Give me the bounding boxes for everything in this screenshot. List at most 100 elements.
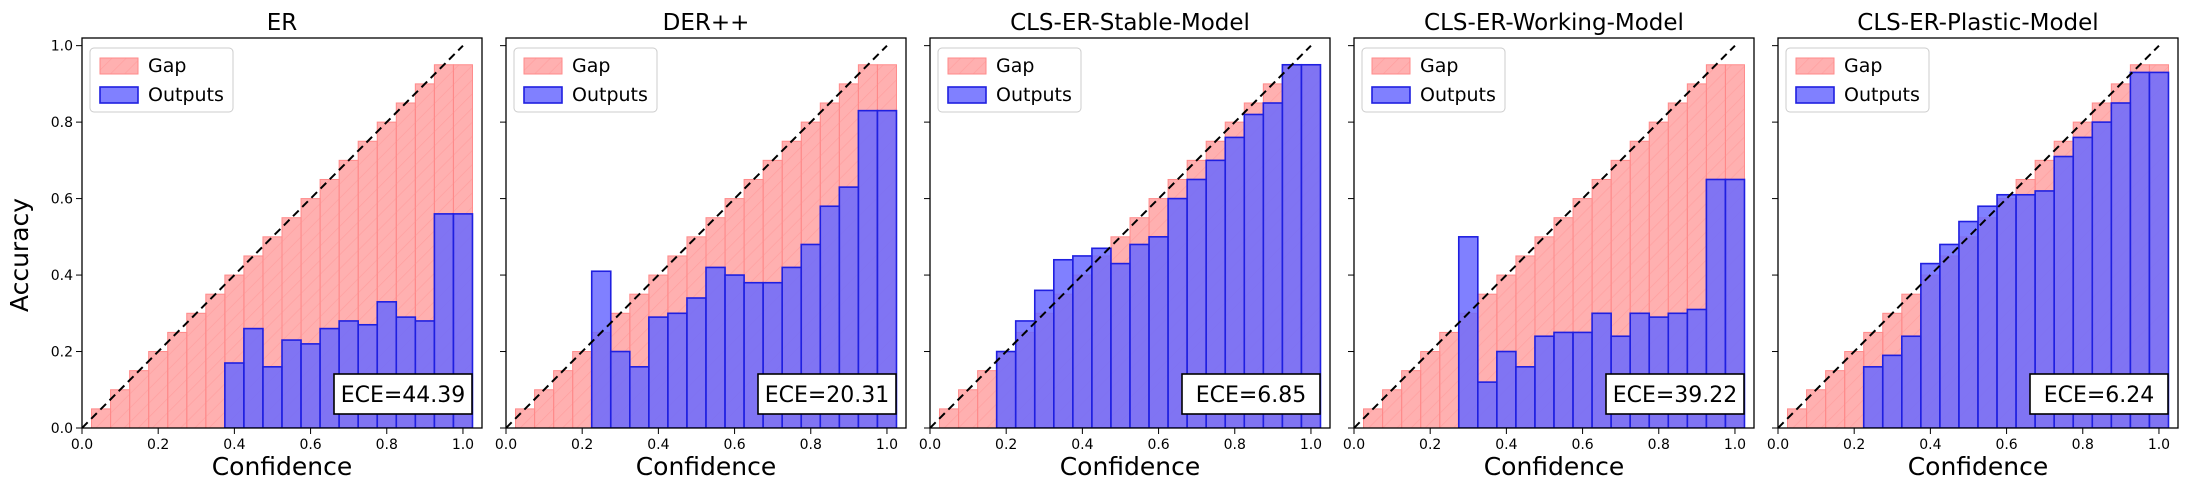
x-tick-label: 1.0 bbox=[1300, 437, 1322, 453]
gap-bar-hatch bbox=[515, 408, 536, 428]
ece-label: ECE=6.85 bbox=[1196, 383, 1307, 408]
gap-bar-hatch bbox=[1439, 331, 1460, 428]
outputs-bar bbox=[1724, 178, 1746, 428]
x-tick-label: 0.6 bbox=[1995, 437, 2017, 453]
perfect-calibration-line bbox=[506, 44, 888, 428]
x-tick-label: 1.0 bbox=[2148, 437, 2170, 453]
perfect-calibration-line bbox=[82, 44, 464, 428]
x-axis-label: Confidence bbox=[636, 452, 777, 481]
outputs-bar bbox=[1091, 247, 1112, 428]
x-tick-label: 0.0 bbox=[919, 437, 941, 453]
x-tick-label: 0.4 bbox=[223, 437, 245, 453]
x-tick-label: 0.8 bbox=[376, 437, 398, 453]
outputs-bar bbox=[1958, 220, 1979, 428]
x-tick-label: 0.4 bbox=[1071, 437, 1093, 453]
legend-label-outputs: Outputs bbox=[572, 84, 648, 106]
ece-box bbox=[333, 373, 473, 415]
outputs-bar bbox=[1920, 262, 1941, 428]
x-axis-label: Confidence bbox=[1484, 452, 1625, 481]
legend-swatch-gap-hatch bbox=[99, 57, 139, 75]
gap-bar-hatch bbox=[205, 293, 226, 428]
plot-area bbox=[1778, 44, 2170, 428]
chart-title: CLS-ER-Plastic-Model bbox=[1857, 10, 2098, 36]
x-tick-label: 0.8 bbox=[1648, 437, 1670, 453]
x-tick-label: 0.8 bbox=[2072, 437, 2094, 453]
gap-bar-hatch bbox=[572, 351, 593, 428]
ece-label: ECE=6.24 bbox=[2044, 383, 2155, 408]
x-tick-label: 0.2 bbox=[147, 437, 169, 453]
ece-box bbox=[1181, 373, 1321, 415]
legend-label-gap: Gap bbox=[1420, 55, 1458, 77]
x-tick-label: 1.0 bbox=[876, 437, 898, 453]
outputs-bar bbox=[1496, 350, 1517, 428]
legend-label-gap: Gap bbox=[1844, 55, 1882, 77]
legend-swatch-outputs bbox=[947, 86, 987, 104]
legend-swatch-outputs bbox=[99, 86, 139, 104]
chart-title: CLS-ER-Stable-Model bbox=[1010, 10, 1250, 36]
y-tick-label: 0.4 bbox=[51, 268, 73, 284]
legend-label-gap: Gap bbox=[996, 55, 1034, 77]
outputs-bar bbox=[1515, 366, 1536, 428]
legend-label-gap: Gap bbox=[148, 55, 186, 77]
y-tick-label: 0.0 bbox=[51, 421, 73, 437]
gap-bar-hatch bbox=[129, 370, 150, 428]
chart-panel-1: ER 0.0 0.2 0.4 0.6 0.8 1.0 0.0 0.2 0.4 0.6 0.8 1.0 Co… bbox=[51, 10, 483, 481]
chart-panel-5: CLS-ER-Plastic-Model 0.0 0.2 0.4 0.6 0.8 1.0 Co… bbox=[1767, 10, 2179, 481]
legend-label-gap: Gap bbox=[572, 55, 610, 77]
x-tick-label: 0.6 bbox=[723, 437, 745, 453]
x-tick-label: 0.0 bbox=[71, 437, 93, 453]
ece-box bbox=[2029, 373, 2169, 415]
gap-bar-hatch bbox=[186, 312, 207, 428]
gap-bar-hatch bbox=[1787, 408, 1808, 428]
outputs-bar bbox=[1553, 331, 1574, 428]
legend-swatch-gap-hatch bbox=[523, 57, 563, 75]
x-axis-label: Confidence bbox=[212, 452, 353, 481]
outputs-bar bbox=[1072, 255, 1093, 428]
gap-bar-hatch bbox=[553, 370, 574, 428]
x-tick-label: 0.4 bbox=[647, 437, 669, 453]
gap-bar-hatch bbox=[1363, 408, 1384, 428]
outputs-bar bbox=[590, 270, 612, 428]
x-tick-label: 0.0 bbox=[1343, 437, 1365, 453]
outputs-bar bbox=[281, 339, 302, 428]
y-tick-label: 0.2 bbox=[51, 345, 73, 361]
axes-frame bbox=[505, 37, 907, 429]
legend-label-outputs: Outputs bbox=[1844, 84, 1920, 106]
outputs-bar bbox=[300, 343, 321, 428]
outputs-bar bbox=[1110, 262, 1131, 428]
x-tick-label: 0.4 bbox=[1919, 437, 1941, 453]
gap-bar-hatch bbox=[148, 351, 169, 428]
x-tick-label: 0.6 bbox=[1147, 437, 1169, 453]
ece-label: ECE=20.31 bbox=[765, 383, 890, 408]
axes-frame bbox=[929, 37, 1331, 429]
outputs-bar bbox=[609, 350, 631, 428]
perfect-calibration-line bbox=[1778, 44, 2160, 428]
outputs-bar bbox=[1881, 354, 1903, 428]
legend-swatch-outputs bbox=[1371, 86, 1411, 104]
ece-label: ECE=44.39 bbox=[341, 383, 466, 408]
outputs-bar bbox=[1996, 193, 2017, 428]
perfect-calibration-line bbox=[930, 44, 1312, 428]
outputs-bar bbox=[705, 266, 726, 428]
x-tick-label: 0.0 bbox=[1767, 437, 1789, 453]
outputs-bar bbox=[262, 366, 283, 428]
x-tick-label: 0.0 bbox=[495, 437, 517, 453]
x-tick-label: 0.6 bbox=[299, 437, 321, 453]
x-tick-label: 0.2 bbox=[571, 437, 593, 453]
gap-bar-hatch bbox=[1401, 370, 1422, 428]
x-tick-label: 0.6 bbox=[1571, 437, 1593, 453]
legend-swatch-outputs bbox=[1795, 86, 1835, 104]
y-tick-label: 1.0 bbox=[51, 39, 73, 55]
x-axis-label: Confidence bbox=[1908, 452, 2049, 481]
outputs-bar bbox=[1148, 236, 1169, 428]
gap-bar-hatch bbox=[939, 408, 960, 428]
ece-box bbox=[1605, 373, 1745, 415]
x-tick-label: 0.8 bbox=[1224, 437, 1246, 453]
legend-swatch-gap-hatch bbox=[1371, 57, 1411, 75]
outputs-bar bbox=[1033, 289, 1055, 428]
axes-frame bbox=[1353, 37, 1755, 429]
gap-bar-hatch bbox=[167, 331, 188, 428]
outputs-bar bbox=[1477, 381, 1498, 428]
chart-panel-3: CLS-ER-Stable-Model 0.0 0.2 0.4 0.6 0.8 1.0 Con… bbox=[919, 10, 1331, 481]
